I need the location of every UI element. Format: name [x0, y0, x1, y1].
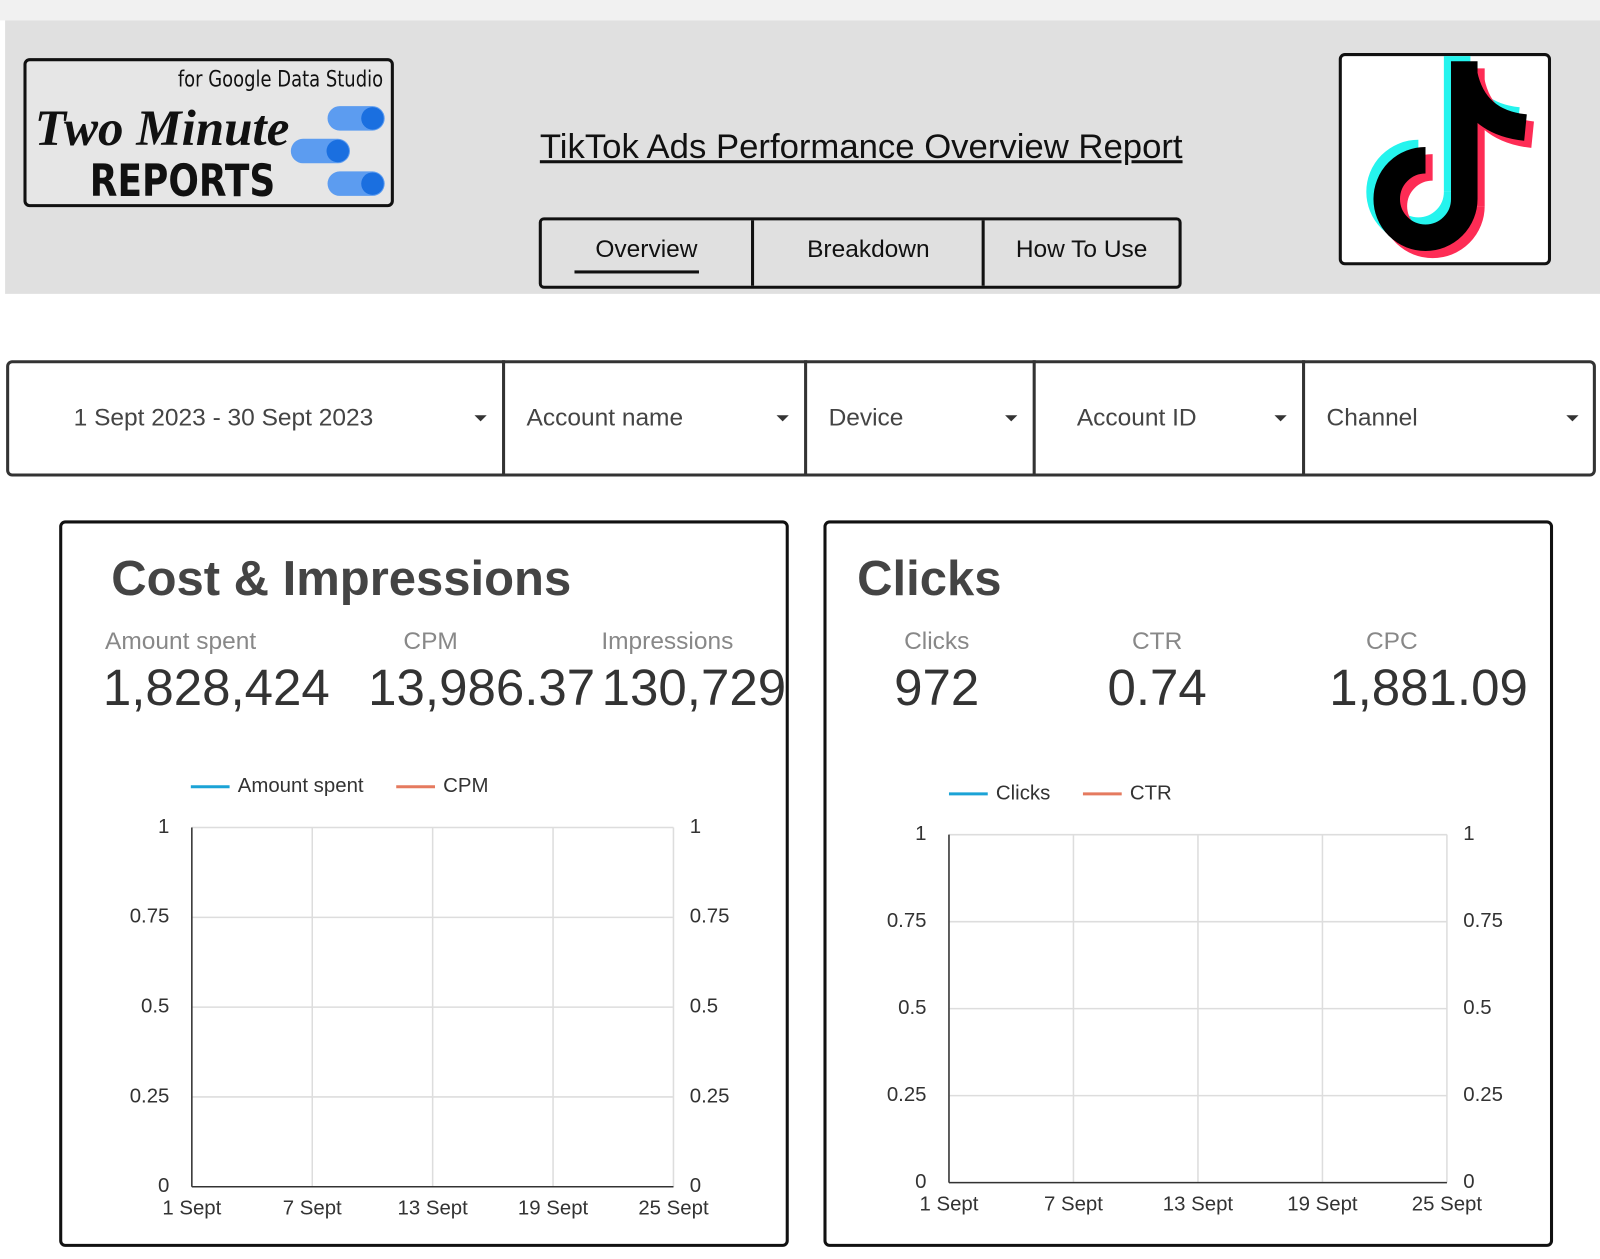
filter-divider	[1302, 360, 1306, 475]
logo-tagline: for Google Data Studio	[177, 67, 383, 93]
y-tick-label: 0.75	[887, 910, 927, 932]
top-strip	[0, 0, 1600, 21]
panel-title: Cost & Impressions	[111, 552, 572, 607]
y2-tick-label: 0.5	[690, 996, 718, 1018]
metric-value: 1,828,424	[102, 659, 330, 717]
y2-tick-label: 0.25	[1463, 1084, 1503, 1106]
tiktok-icon	[1366, 54, 1535, 259]
tab-divider	[981, 220, 985, 286]
y-tick-label: 0	[158, 1175, 169, 1197]
y2-tick-label: 0.75	[690, 906, 730, 928]
metric-label: Clicks	[904, 627, 970, 656]
y-tick-label: 0.25	[887, 1084, 927, 1106]
legend-label: CPM	[443, 775, 488, 797]
filter-label[interactable]: Device	[828, 404, 904, 432]
y2-tick-label: 0.25	[690, 1085, 730, 1107]
metric-label: CPC	[1365, 627, 1418, 656]
x-tick-label: 13 Sept	[1163, 1193, 1234, 1215]
tab[interactable]: Overview	[595, 235, 698, 264]
report-title[interactable]: TikTok Ads Performance Overview Report	[539, 127, 1183, 167]
logo-line2: REPORTS	[89, 155, 276, 208]
y2-tick-label: 0.5	[1463, 997, 1491, 1019]
legend-label: Clicks	[996, 782, 1050, 804]
x-tick-label: 1 Sept	[919, 1193, 978, 1215]
filter-divider	[502, 360, 506, 475]
legend-label: CTR	[1130, 782, 1172, 804]
filter-label[interactable]: Channel	[1326, 404, 1418, 432]
filter-label[interactable]: 1 Sept 2023 - 30 Sept 2023	[73, 404, 374, 432]
tab-divider	[751, 220, 755, 286]
y-tick-label: 0.75	[130, 906, 170, 928]
y2-tick-label: 1	[1463, 823, 1474, 845]
filter-divider	[1032, 360, 1036, 475]
x-tick-label: 25 Sept	[1412, 1193, 1483, 1215]
y2-tick-label: 0	[690, 1175, 701, 1197]
x-tick-label: 19 Sept	[518, 1198, 589, 1220]
tiktok-logo	[1338, 53, 1552, 266]
metric-label: Amount spent	[105, 627, 257, 656]
y-tick-label: 1	[915, 823, 926, 845]
dropdown-arrow	[1005, 415, 1018, 422]
filter-bar	[6, 360, 1596, 477]
metric-label: Impressions	[601, 627, 734, 656]
x-tick-label: 13 Sept	[398, 1198, 469, 1220]
x-tick-label: 19 Sept	[1287, 1193, 1358, 1215]
dropdown-arrow	[474, 415, 487, 422]
x-tick-label: 25 Sept	[638, 1198, 709, 1220]
panel	[59, 520, 789, 1247]
x-tick-label: 7 Sept	[1044, 1193, 1103, 1215]
dropdown-arrow	[1274, 415, 1287, 422]
metric-value: 0.74	[1107, 659, 1207, 717]
y-tick-label: 0.5	[141, 996, 169, 1018]
x-tick-label: 1 Sept	[162, 1198, 221, 1220]
panel	[823, 520, 1554, 1247]
y2-tick-label: 0.75	[1463, 910, 1503, 932]
panel-title: Clicks	[857, 552, 1002, 607]
y-tick-label: 1	[158, 816, 169, 838]
logo-line1: Two Minute	[34, 98, 290, 157]
legend-label: Amount spent	[238, 775, 364, 797]
y-tick-label: 0.25	[130, 1085, 170, 1107]
tab[interactable]: How To Use	[1015, 235, 1148, 264]
y2-tick-label: 1	[690, 816, 701, 838]
y-tick-label: 0.5	[898, 997, 926, 1019]
logo: for Google Data Studio Two Minute REPORT…	[23, 58, 394, 208]
filter-divider	[804, 360, 808, 475]
metric-value: 1,881.09	[1329, 659, 1528, 717]
filter-label[interactable]: Account ID	[1076, 404, 1197, 432]
dropdown-arrow	[1566, 415, 1579, 422]
metric-value: 972	[894, 659, 980, 717]
y2-tick-label: 0	[1463, 1171, 1474, 1193]
metric-value: 130,729	[601, 659, 787, 717]
y-tick-label: 0	[915, 1171, 926, 1193]
metric-label: CPM	[403, 627, 458, 656]
tab-bar: Overview Breakdown How To Use	[538, 217, 1182, 289]
metric-value: 13,986.37	[368, 659, 596, 717]
dropdown-arrow	[776, 415, 789, 422]
metric-label: CTR	[1131, 627, 1183, 656]
x-tick-label: 7 Sept	[283, 1198, 342, 1220]
filter-label[interactable]: Account name	[526, 404, 684, 432]
logo-icon	[290, 106, 385, 196]
active-tab-underline	[574, 270, 699, 274]
tab[interactable]: Breakdown	[807, 235, 930, 264]
